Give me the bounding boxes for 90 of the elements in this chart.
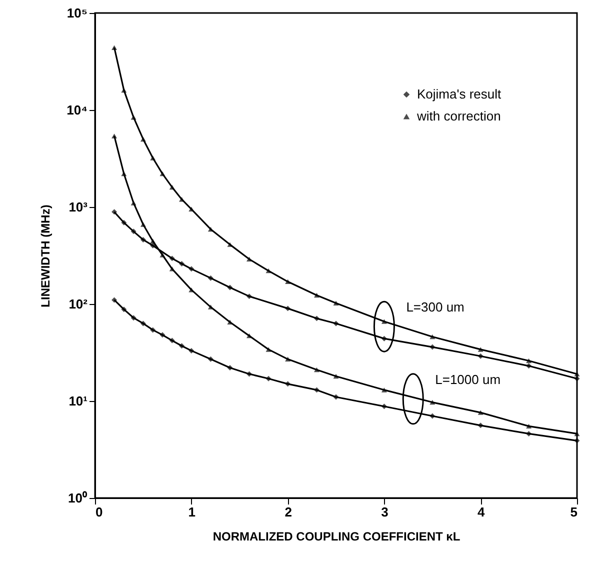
point: [160, 171, 166, 176]
point: [150, 238, 156, 244]
point: [314, 367, 320, 372]
y-axis-title: LINEWIDTH (MHz): [38, 204, 53, 308]
point: [314, 292, 320, 298]
point: [121, 306, 127, 312]
x-tick-label: 0: [96, 504, 103, 520]
point: [188, 206, 194, 212]
point: [333, 320, 339, 326]
point: [333, 374, 339, 379]
point: [285, 306, 291, 312]
point: [381, 336, 387, 342]
x-tick-label: 1: [188, 504, 196, 520]
point: [246, 371, 252, 377]
point: [266, 376, 272, 382]
point: [179, 343, 184, 349]
y-tick-label: 10³: [68, 200, 88, 214]
point: [246, 256, 252, 262]
x-tick-label: 4: [477, 504, 486, 520]
point: [121, 220, 127, 226]
point: [121, 88, 127, 93]
point: [130, 315, 136, 321]
annotation: L=300 um: [406, 300, 464, 315]
point: [526, 358, 532, 364]
point: [381, 319, 387, 324]
x-tick-label: 3: [381, 504, 388, 520]
point: [430, 413, 436, 419]
point: [246, 294, 252, 300]
point: [227, 365, 233, 371]
point: [160, 252, 166, 258]
point: [430, 334, 436, 340]
point: [285, 356, 291, 362]
legend-label: Kojima's result: [417, 86, 502, 102]
point: [526, 363, 532, 369]
point: [188, 266, 194, 272]
point: [179, 196, 184, 202]
point: [478, 422, 484, 428]
point: [112, 297, 118, 303]
y-tick-label: 10²: [68, 296, 88, 312]
legend-label: with correction: [416, 108, 501, 124]
y-tick-label: 10¹: [68, 394, 88, 408]
point: [140, 320, 146, 326]
x-tick-label: 5: [570, 504, 578, 520]
point: [140, 136, 146, 142]
point: [130, 200, 136, 206]
point: [169, 184, 175, 190]
point: [169, 256, 175, 262]
point: [208, 275, 214, 281]
point: [314, 316, 320, 322]
point: [160, 332, 166, 338]
point: [333, 300, 339, 306]
point: [266, 347, 272, 352]
x-axis-title: NORMALIZED COUPLING COEFFICIENT κL: [212, 530, 460, 544]
point: [112, 134, 118, 138]
point: [169, 338, 175, 344]
point: [430, 344, 436, 350]
y-tick-label: 10⁵: [66, 6, 88, 20]
y-tick-label: 10⁴: [66, 102, 88, 118]
point: [188, 348, 194, 354]
point: [208, 356, 214, 362]
point: [333, 394, 339, 400]
point: [285, 381, 291, 387]
point: [150, 327, 156, 333]
point: [112, 45, 118, 50]
point: [208, 226, 214, 232]
point: [246, 333, 252, 338]
point: [478, 353, 484, 359]
point: [381, 388, 387, 392]
point: [381, 404, 387, 410]
point: [314, 387, 320, 393]
point: [150, 156, 156, 160]
point: [179, 261, 184, 266]
point: [130, 228, 136, 234]
y-tick-label: 10⁰: [68, 490, 88, 506]
point: [169, 266, 175, 272]
point: [478, 347, 484, 352]
point: [227, 284, 233, 290]
annotation: L=1000 um: [435, 372, 501, 387]
point: [140, 222, 146, 227]
point: [285, 279, 291, 284]
point: [266, 268, 272, 274]
point: [130, 114, 136, 120]
point: [526, 430, 532, 436]
point: [112, 209, 118, 215]
point: [140, 236, 146, 242]
point: [121, 171, 127, 176]
point: [430, 400, 436, 405]
x-tick-label: 2: [284, 504, 292, 520]
point: [526, 424, 532, 429]
point: [478, 410, 484, 415]
